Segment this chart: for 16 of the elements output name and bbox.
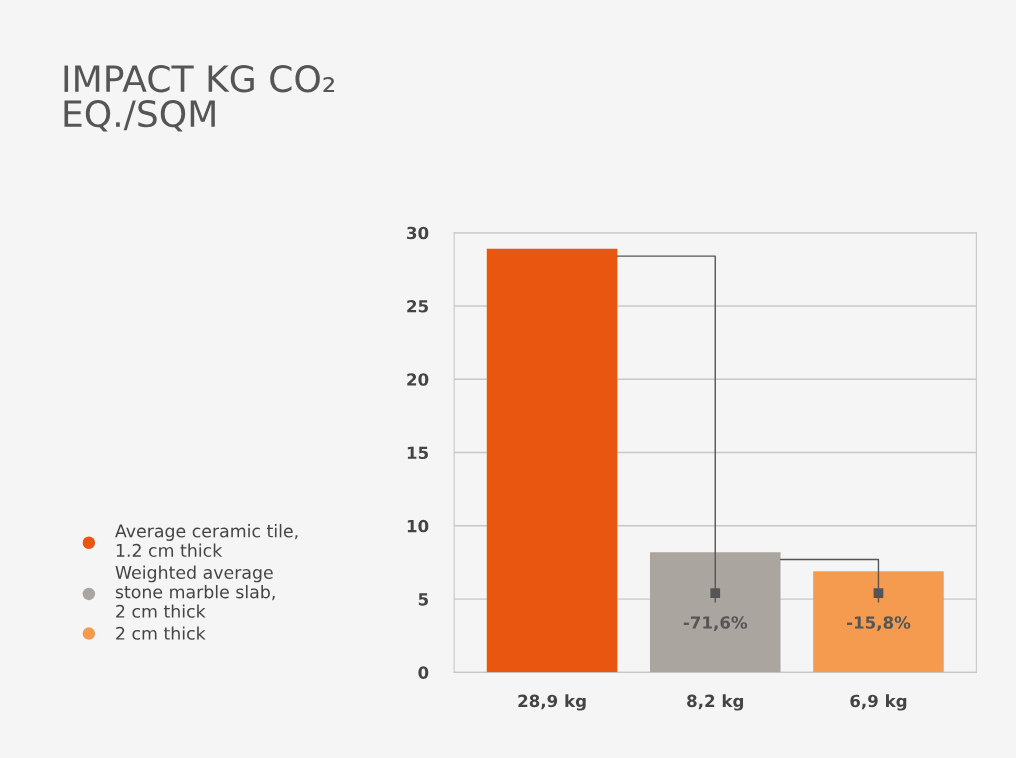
data-label: 6,9 kg bbox=[850, 694, 907, 711]
annotation: -71,6% bbox=[683, 616, 748, 631]
legend-label: Weighted average stone marble slab, 2 cm thick bbox=[115, 565, 275, 618]
annotation: -15,8% bbox=[846, 616, 911, 631]
data-label: 28,9 kg bbox=[518, 694, 586, 711]
y-tick-label: 20 bbox=[407, 373, 429, 386]
y-tick-label: 10 bbox=[407, 519, 429, 533]
y-tick-label: 15 bbox=[407, 446, 428, 460]
y-tick-label: 5 bbox=[418, 593, 428, 606]
y-tick-label: 0 bbox=[418, 666, 429, 679]
y-tick-label: 25 bbox=[407, 299, 428, 313]
data-label: 8,2 kg bbox=[687, 694, 744, 711]
y-tick-label: 30 bbox=[407, 226, 429, 240]
chart-title: IMPACT KG CO₂ EQ./SQM bbox=[64, 65, 335, 132]
legend-label: Average ceramic tile, 1.2 cm thick bbox=[115, 524, 298, 557]
legend-label: 2 cm thick bbox=[116, 626, 206, 640]
